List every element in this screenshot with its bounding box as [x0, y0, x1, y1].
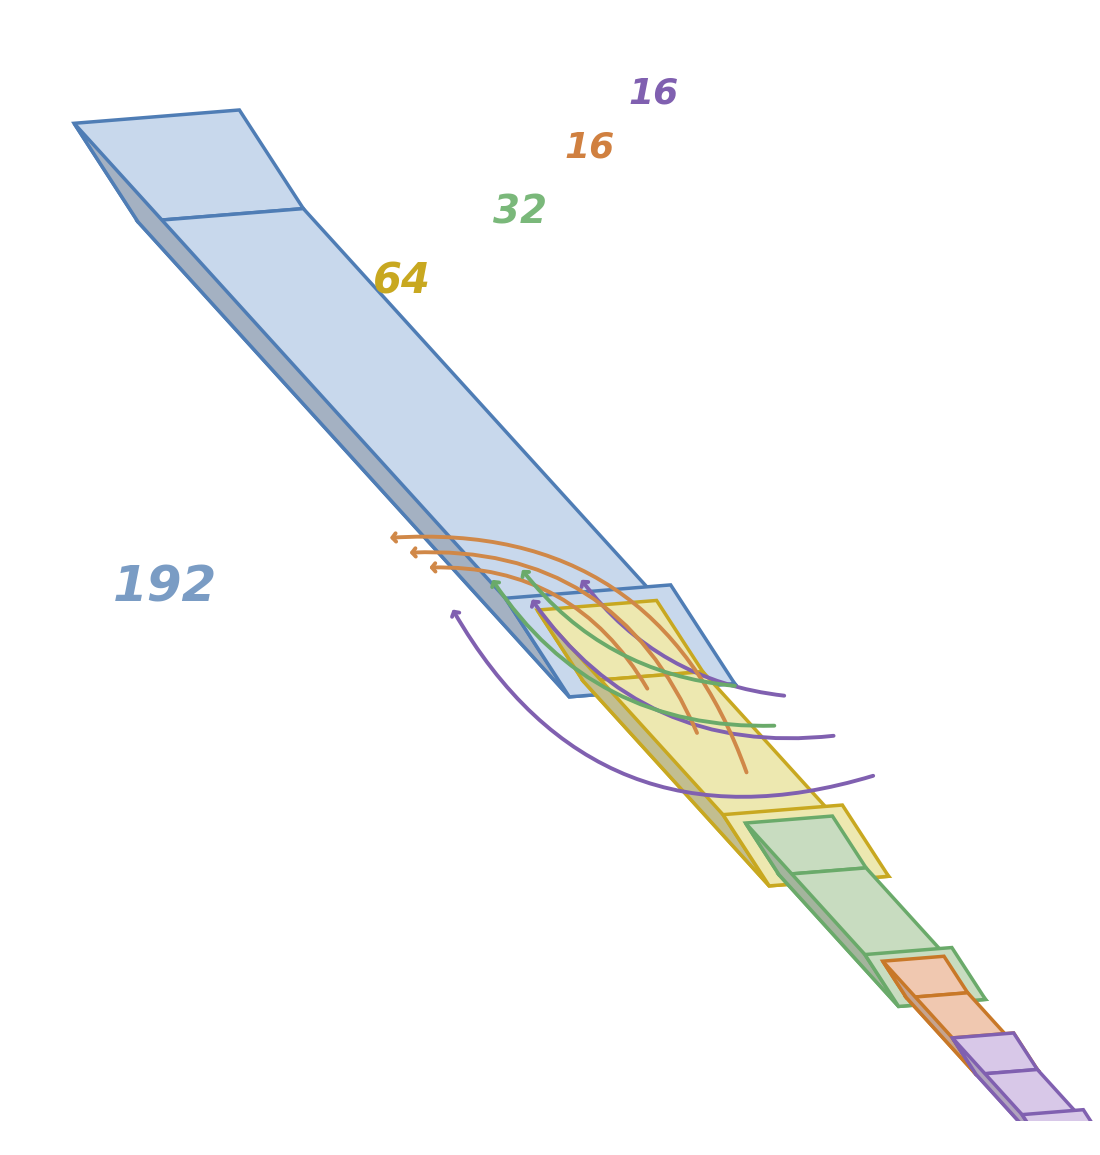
- Polygon shape: [953, 1033, 1037, 1074]
- Polygon shape: [865, 947, 986, 1006]
- Polygon shape: [74, 124, 570, 696]
- Polygon shape: [976, 1070, 1100, 1152]
- Polygon shape: [537, 610, 769, 886]
- Text: 16: 16: [628, 76, 679, 111]
- Polygon shape: [953, 1038, 1046, 1152]
- Polygon shape: [537, 601, 703, 681]
- Text: 32: 32: [494, 193, 548, 231]
- Polygon shape: [746, 817, 866, 875]
- Polygon shape: [583, 672, 889, 886]
- Polygon shape: [779, 867, 986, 1006]
- Polygon shape: [505, 584, 735, 696]
- Polygon shape: [883, 956, 968, 998]
- Polygon shape: [74, 110, 304, 222]
- Polygon shape: [746, 824, 899, 1006]
- Polygon shape: [953, 1033, 1037, 1074]
- Text: 192: 192: [113, 564, 217, 611]
- Polygon shape: [139, 209, 735, 696]
- Polygon shape: [883, 961, 976, 1074]
- Polygon shape: [906, 993, 1037, 1074]
- Text: 64: 64: [373, 260, 431, 303]
- Polygon shape: [723, 805, 889, 886]
- Polygon shape: [1022, 1110, 1100, 1152]
- Text: 16: 16: [564, 131, 615, 165]
